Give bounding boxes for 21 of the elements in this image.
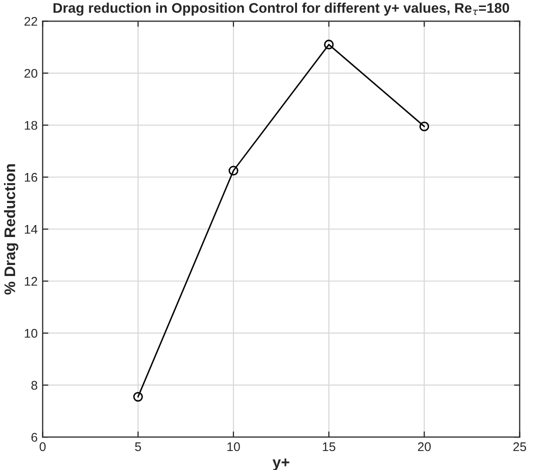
x-tick-label: 25 [513,442,526,452]
y-tick-label: 14 [24,225,38,234]
y-tick-label: 10 [24,328,38,338]
x-tick-label: 5 [135,442,141,452]
x-tick-label: 0 [40,442,46,452]
point [228,166,238,176]
point [324,40,334,50]
point [419,122,430,132]
x-tick-label: 20 [418,442,431,452]
y-tick-label: 12 [24,276,38,286]
y-tick-label: 18 [24,120,38,130]
y-tick-label: 6 [31,432,38,442]
x-tick-label: 15 [322,442,336,452]
y-axis-title: % Drag Reduction [4,164,18,295]
y-tick-label: 8 [31,380,38,390]
chart-title: Drag reduction in Opposition Control for different y+ values, Re$_{τ}$=180 [54,2,510,16]
point [133,392,143,402]
y-tick-label: 22 [24,16,38,26]
y-tick-label: 16 [24,172,38,182]
y-tick-label: 20 [24,68,38,78]
x-tick-label: 10 [227,442,240,452]
